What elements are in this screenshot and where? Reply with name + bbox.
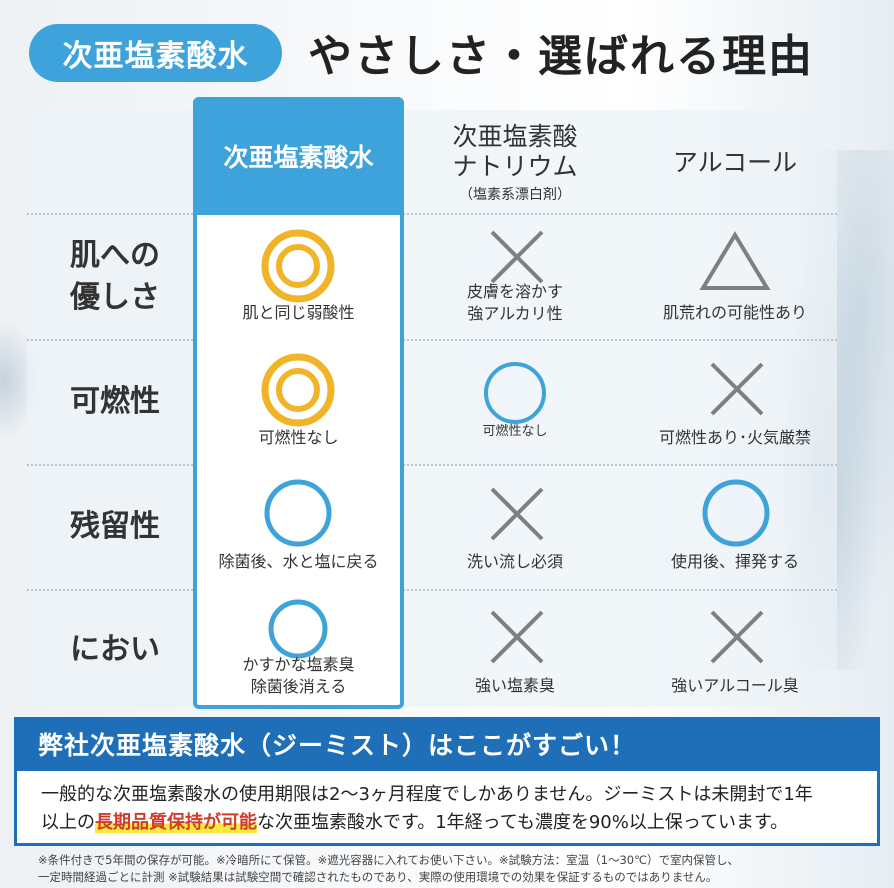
footnote: ※条件付きで5年間の保存が可能。※冷暗所にて保管。※遮光容器に入れてお使い下さい… [38,852,868,886]
circle-icon [268,599,328,659]
cell-note: 皮膚を溶かす 強アルカリ性 [466,282,563,323]
column-header-sodium-hypochlorite: 次亜塩素酸 ナトリウム （塩素系漂白剤） [410,115,620,210]
double-circle-icon [261,229,335,303]
cell-note: 洗い流し必須 [466,552,563,571]
comparison-table [27,110,837,707]
row-divider [27,464,837,466]
cell-note: 使用後、揮発する [670,552,799,571]
row-divider [27,589,837,591]
row-divider [27,339,837,341]
cross-icon [710,610,764,664]
circle-icon [702,479,770,547]
page-title: やさしさ・選ばれる理由 [308,31,814,82]
column-header-alcohol: アルコール [630,115,840,210]
cell-note: 除菌後、水と塩に戻る [218,552,379,571]
cross-icon [490,610,544,664]
cross-icon [490,230,544,284]
feature-title-bar: 弊社次亜塩素酸水（ジーミスト）はここがすごい！ [14,717,880,771]
description-text: 以上の [41,812,95,833]
description-line: 以上の長期品質保持が可能な次亜塩素酸水です。1年経っても濃度を90%以上保ってい… [41,809,853,837]
column-header-main: アルコール [672,147,798,177]
highlighted-text: 長期品質保持が可能 [95,812,257,833]
circle-icon [484,362,546,424]
cell-note: 可燃性なし [258,428,339,447]
cross-icon [710,362,764,416]
circle-icon [264,479,332,547]
footnote-line: 一定時間経過ごとに計測 ※試験結果は試験空間で確認されたものであり、実際の使用環… [38,870,718,884]
row-label-residue: 残留性 [70,509,160,544]
description-text: な次亜塩素酸水です。1年経っても濃度を90%以上保っています。 [257,812,789,833]
cell-note: 肌荒れの可能性あり [662,303,807,322]
description-line: 一般的な次亜塩素酸水の使用期限は2～3ヶ月程度でしかありません。ジーミストは未開… [41,784,813,805]
triangle-icon [699,231,771,290]
cell-note: 強いアルコール臭 [671,676,799,695]
row-label-flammability: 可燃性 [70,384,160,419]
column-header-main: 次亜塩素酸 ナトリウム [452,121,578,181]
row-divider [27,213,837,215]
cross-icon [490,487,544,541]
footnote-line: ※条件付きで5年間の保存が可能。※冷暗所にて保管。※遮光容器に入れてお使い下さい… [38,853,740,867]
row-label-skin: 肌への 優しさ [70,238,160,315]
cell-note: 可燃性あり･火気厳禁 [658,428,811,447]
feature-description: 一般的な次亜塩素酸水の使用期限は2～3ヶ月程度でしかありません。ジーミストは未開… [14,771,880,846]
double-circle-icon [261,353,335,427]
cell-note: かすかな塩素臭 除菌後消える [242,655,355,696]
cell-note: 可燃性なし [482,424,548,439]
row-label-odor: におい [70,632,160,667]
title-badge: 次亜塩素酸水 [29,24,282,82]
column-header-hypochlorous-water: 次亜塩素酸水 [193,97,404,215]
cell-note: 肌と同じ弱酸性 [242,303,355,322]
cell-note: 強い塩素臭 [474,676,555,695]
column-header-sub: （塩素系漂白剤） [459,186,571,203]
